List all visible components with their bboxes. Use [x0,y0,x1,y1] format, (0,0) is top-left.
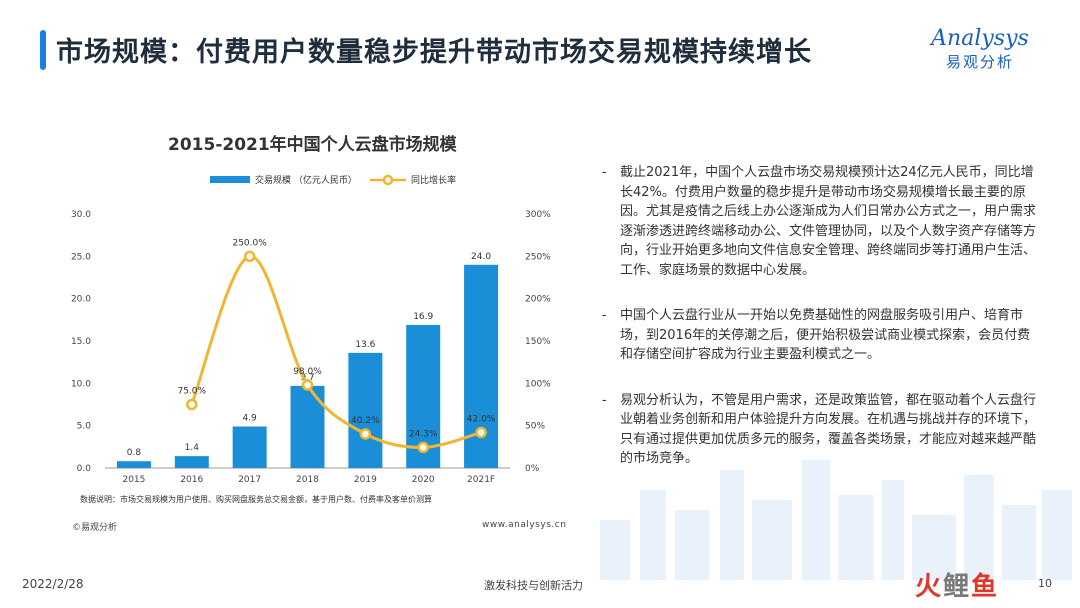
legend-marker-line [382,174,394,186]
analysis-bullets: - 截止2021年，中国个人云盘市场交易规模预计达24亿元人民币，同比增长42%。… [600,163,1040,495]
x-tick-label: 2019 [354,475,377,485]
x-tick-label: 2017 [238,475,261,485]
growth-rate-label: 75.0% [177,387,206,397]
logo-english: Analysys [931,26,1029,51]
y-left-tick-label: 10.0 [71,379,91,389]
bar [232,426,267,468]
footer-slogan: 激发科技与创新活力 [484,579,583,592]
x-tick-label: 2015 [122,475,145,485]
growth-rate-point [359,428,372,440]
y-left-tick-label: 25.0 [71,252,91,262]
growth-rate-point [186,398,198,411]
y-right-tick-label: 100% [525,379,551,389]
growth-rate-label: 40.2% [351,416,380,426]
watermark-logo: 火鲤鱼 [915,572,1000,602]
x-tick-label: 2021F [467,475,495,485]
bar-value-label: 9.7 [300,373,314,383]
growth-rate-point [475,426,487,439]
growth-rate-point [243,250,256,263]
legend-label-line: 同比增长率 [411,174,456,186]
growth-rate-label: 42.0% [467,414,496,424]
legend-label-bar: 交易规模 （亿元人民币） [255,174,357,186]
y-right-tick-label: 150% [525,337,551,347]
chart-title: 2015-2021年中国个人云盘市场规模 [168,135,457,155]
logo-chinese: 易观分析 [945,53,1014,71]
y-left-tick-label: 5.0 [77,422,92,432]
bullet-item: - 易观分析认为，不管是用户需求，还是政策监管，都在驱动着个人云盘行业朝着业务创新… [602,392,1037,467]
y-right-tick-label: 50% [525,422,545,432]
bar-value-label: 4.9 [242,414,257,424]
growth-rate-point [301,379,314,391]
source-label: ©易观分析 [72,523,118,533]
growth-rate-label: 98.0% [293,367,322,377]
y-left-tick-label: 30.0 [71,210,91,220]
x-tick-label: 2018 [296,475,319,485]
y-right-tick-label: 200% [525,295,551,305]
y-right-tick-label: 250% [525,252,551,262]
y-left-tick-label: 0.0 [77,464,92,474]
brand-logo: Analysys 易观分析 [910,26,1050,72]
bar-value-label: 0.8 [127,448,142,458]
bullet-item: - 中国个人云盘行业从一开始以免费基础性的网盘服务吸引用户、培育市场，到2016年… [602,308,1031,362]
y-right-tick-label: 0% [525,464,540,474]
y-right-tick-label: 300% [525,210,551,220]
growth-rate-label: 250.0% [232,238,267,248]
website-url: www.analysys.cn [482,520,567,530]
bar-value-label: 16.9 [413,312,433,322]
title-accent-bar [40,30,46,70]
growth-rate-label: 24.3% [409,429,438,439]
legend-swatch-bar [210,176,250,183]
bar [174,456,209,468]
bullet-item: - 截止2021年，中国个人云盘市场交易规模预计达24亿元人民币，同比增长42%。… [602,165,1037,278]
x-tick-label: 2016 [180,475,203,485]
y-left-tick-label: 20.0 [71,295,91,305]
page-number: 10 [1038,577,1052,590]
bar-value-label: 13.6 [355,340,375,350]
bar [290,385,325,468]
chart-note: 数据说明：市场交易规模为用户使用、购买网盘服务总交易金额，基于用户数、付费率及客… [80,495,432,504]
city-skyline-decoration [600,460,1072,580]
y-left-tick-label: 15.0 [71,337,91,347]
page-title: 市场规模：付费用户数量稳步提升带动市场交易规模持续增长 [56,37,812,68]
bar-value-label: 1.4 [185,443,200,453]
bar-value-label: 24.0 [471,252,491,262]
market-size-chart: 交易规模 （亿元人民币） 同比增长率 0.0 5.0 10.0 15.0 20.0 25.0 3… [71,174,551,485]
bar [348,352,383,468]
growth-rate-point [417,441,429,454]
x-tick-label: 2020 [412,475,435,485]
footer-date: 2022/2/28 [22,577,84,591]
bar [116,461,151,468]
